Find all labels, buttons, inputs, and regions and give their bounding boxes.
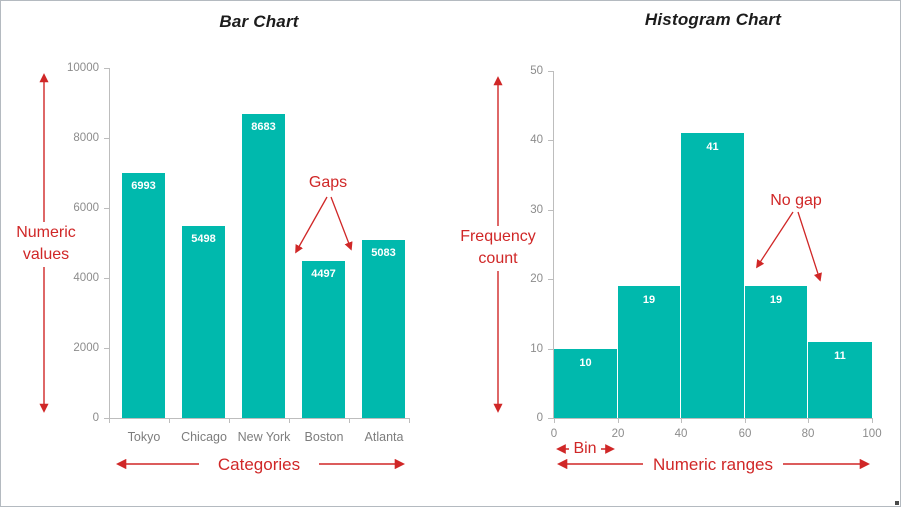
bar-chart-bar-boston bbox=[302, 261, 345, 418]
bar-x-tick bbox=[169, 419, 170, 423]
bar-value-label: 5498 bbox=[191, 233, 216, 245]
hist-x-tick bbox=[872, 419, 873, 423]
bar-category-label: New York bbox=[237, 430, 291, 444]
hist-y-tick-label: 0 bbox=[536, 412, 543, 424]
bar-y-tick-label: 8000 bbox=[73, 132, 99, 144]
bar-y-tick-label: 2000 bbox=[73, 342, 99, 354]
hist-y-tick-label: 30 bbox=[530, 204, 543, 216]
bar-chart-title: Bar Chart bbox=[219, 12, 299, 31]
histogram-value-label: 19 bbox=[642, 294, 656, 306]
histogram-bin-80-100 bbox=[808, 342, 872, 418]
hist-x-tick bbox=[808, 419, 809, 423]
bar-y-tick bbox=[104, 348, 109, 349]
numeric-ranges-label: Numeric ranges bbox=[643, 453, 783, 477]
categories-label: Categories bbox=[199, 453, 319, 477]
histogram-value-label: 11 bbox=[834, 350, 846, 362]
bar-y-tick-label: 4000 bbox=[73, 272, 99, 284]
histogram-bin-40-60 bbox=[681, 133, 744, 418]
bar-y-tick bbox=[104, 208, 109, 209]
histogram-bin-20-40 bbox=[618, 286, 680, 418]
bar-chart-bar-chicago bbox=[182, 226, 225, 418]
no-gap-right-arrow bbox=[797, 211, 822, 282]
bar-category-label: Atlanta bbox=[364, 430, 404, 444]
hist-y-tick-label: 50 bbox=[530, 65, 543, 77]
gaps-label: Gaps bbox=[308, 174, 348, 191]
bar-value-label: 8683 bbox=[251, 121, 276, 133]
bar-y-tick bbox=[104, 418, 109, 419]
bar-x-tick bbox=[229, 419, 230, 423]
bar-y-tick-label: 6000 bbox=[73, 202, 99, 214]
bar-value-label: 4497 bbox=[311, 268, 336, 280]
bar-x-tick bbox=[289, 419, 290, 423]
histogram-chart-title: Histogram Chart bbox=[644, 10, 782, 29]
hist-x-tick-label: 80 bbox=[801, 428, 815, 440]
hist-x-tick-label: 20 bbox=[611, 428, 625, 440]
histogram-bin-60-80 bbox=[745, 286, 807, 418]
histogram-value-label: 19 bbox=[769, 294, 783, 306]
hist-y-tick bbox=[548, 140, 553, 141]
bar-value-label: 6993 bbox=[131, 180, 156, 192]
bar-chart-bar-atlanta bbox=[362, 240, 405, 418]
bar-x-tick bbox=[409, 419, 410, 423]
numeric-values-label: Numeric values bbox=[5, 222, 87, 267]
hist-x-tick-label: 60 bbox=[738, 428, 752, 440]
gaps-right-arrow bbox=[330, 196, 353, 251]
histogram-value-label: 10 bbox=[579, 357, 592, 369]
hist-y-tick-label: 10 bbox=[530, 343, 543, 355]
bar-y-tick bbox=[104, 138, 109, 139]
hist-x-tick-label: 0 bbox=[550, 428, 558, 440]
hist-y-tick bbox=[548, 210, 553, 211]
bin-label: Bin bbox=[569, 438, 601, 461]
hist-y-axis-line bbox=[553, 71, 554, 419]
bar-chart-bar-new-york bbox=[242, 114, 285, 418]
corner-resize-mark bbox=[895, 501, 899, 505]
bar-x-tick bbox=[349, 419, 350, 423]
hist-x-tick bbox=[745, 419, 746, 423]
no-gap-left-arrow bbox=[756, 211, 794, 269]
bar-x-axis-line bbox=[109, 418, 410, 419]
bar-value-label: 5083 bbox=[371, 247, 396, 259]
hist-y-tick bbox=[548, 279, 553, 280]
hist-x-tick-label: 100 bbox=[862, 428, 882, 440]
hist-x-tick-label: 40 bbox=[674, 428, 688, 440]
hist-x-tick bbox=[681, 419, 682, 423]
histogram-value-label: 41 bbox=[706, 141, 719, 153]
bar-y-tick-label: 0 bbox=[92, 412, 99, 424]
bar-y-tick-label: 10000 bbox=[67, 62, 99, 74]
bar-x-tick bbox=[109, 419, 110, 423]
no-gap-label: No gap bbox=[770, 192, 822, 209]
bar-y-tick bbox=[104, 278, 109, 279]
bar-category-label: Chicago bbox=[181, 430, 227, 444]
bar-y-axis-line bbox=[109, 68, 110, 419]
bar-y-tick bbox=[104, 68, 109, 69]
hist-y-tick bbox=[548, 418, 553, 419]
hist-y-tick-label: 40 bbox=[530, 134, 543, 146]
bar-category-label: Tokyo bbox=[127, 430, 161, 444]
hist-x-tick bbox=[554, 419, 555, 423]
hist-y-tick bbox=[548, 71, 553, 72]
hist-y-tick-label: 20 bbox=[530, 273, 543, 285]
gaps-left-arrow bbox=[295, 196, 328, 254]
histogram-bin-0-20 bbox=[554, 349, 617, 418]
bar-chart-bar-tokyo bbox=[122, 173, 165, 418]
hist-y-tick bbox=[548, 349, 553, 350]
hist-x-tick bbox=[618, 419, 619, 423]
hist-x-axis-line bbox=[553, 418, 873, 419]
frequency-count-label: Frequency count bbox=[453, 226, 543, 271]
bar-category-label: Boston bbox=[304, 430, 344, 444]
